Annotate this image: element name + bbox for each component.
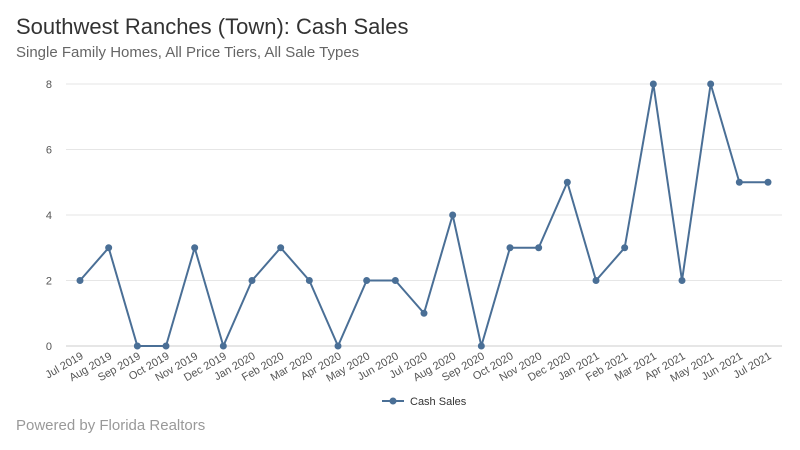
data-point	[162, 342, 170, 350]
y-tick-label: 8	[46, 79, 52, 91]
data-point	[105, 244, 113, 252]
data-point	[735, 178, 743, 186]
data-point	[76, 277, 84, 284]
data-point	[248, 277, 256, 284]
y-tick-label: 4	[46, 210, 52, 222]
data-point	[621, 244, 629, 252]
data-point	[506, 244, 514, 252]
data-point	[449, 211, 457, 219]
data-point	[707, 80, 715, 88]
legend[interactable]: Cash Sales	[382, 396, 467, 408]
data-point	[678, 277, 686, 284]
data-point	[334, 342, 342, 350]
data-point	[277, 244, 285, 252]
chart-subtitle: Single Family Homes, All Price Tiers, Al…	[16, 44, 360, 61]
data-point	[535, 244, 543, 252]
y-axis-ticks: 0 2 4 6 8	[46, 79, 52, 353]
powered-by-footer: Powered by Florida Realtors	[16, 417, 206, 434]
data-point	[563, 178, 571, 186]
chart-title: Southwest Ranches (Town): Cash Sales	[16, 14, 409, 39]
data-point	[764, 178, 772, 186]
data-point	[592, 277, 600, 284]
legend-marker	[389, 397, 397, 405]
y-tick-label: 2	[46, 276, 52, 288]
data-point	[420, 309, 428, 317]
data-point	[649, 80, 657, 88]
data-point	[191, 244, 199, 252]
data-point	[219, 342, 227, 350]
data-point	[363, 277, 371, 284]
data-point	[391, 277, 399, 284]
y-tick-label: 6	[46, 145, 52, 157]
legend-label: Cash Sales	[410, 396, 467, 408]
series-layer	[76, 80, 772, 350]
y-tick-label: 0	[46, 341, 52, 353]
data-point	[477, 342, 485, 350]
data-point	[133, 342, 141, 350]
grid-layer	[66, 83, 782, 347]
data-point	[305, 277, 313, 284]
